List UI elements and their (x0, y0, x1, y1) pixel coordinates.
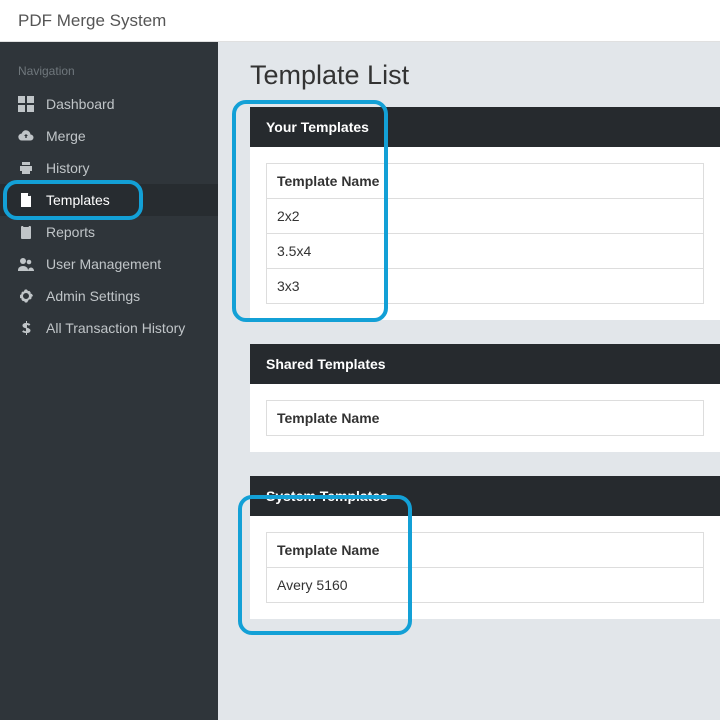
dollar-icon (18, 320, 34, 336)
col-header: Template Name (267, 401, 704, 436)
topbar: PDF Merge System (0, 0, 720, 42)
template-name: 3x3 (267, 269, 704, 304)
sidebar-item-label: History (46, 160, 90, 176)
template-name: 2x2 (267, 199, 704, 234)
panel-body: Template Name Avery 5160 (250, 516, 720, 619)
sidebar-item-label: Templates (46, 192, 110, 208)
system-templates-table: Template Name Avery 5160 (266, 532, 704, 603)
sidebar-item-label: Reports (46, 224, 95, 240)
dashboard-icon (18, 96, 34, 112)
panel-system-templates: System Templates Template Name Avery 516… (250, 476, 720, 619)
panel-header: Your Templates (250, 107, 720, 147)
table-row[interactable]: Avery 5160 (267, 568, 704, 603)
sidebar-item-label: Dashboard (46, 96, 115, 112)
your-templates-table: Template Name 2x2 3.5x4 3x3 (266, 163, 704, 304)
sidebar-item-dashboard[interactable]: Dashboard (0, 88, 218, 120)
panel-header: System Templates (250, 476, 720, 516)
panel-body: Template Name 2x2 3.5x4 3x3 (250, 147, 720, 320)
sidebar-item-merge[interactable]: Merge (0, 120, 218, 152)
app-title: PDF Merge System (18, 11, 166, 31)
sidebar: Navigation Dashboard Merge History Templ… (0, 42, 218, 720)
body: Navigation Dashboard Merge History Templ… (0, 42, 720, 720)
sidebar-item-label: All Transaction History (46, 320, 185, 336)
main-content: Template List Your Templates Template Na… (218, 42, 720, 720)
file-icon (18, 192, 34, 208)
template-name: Avery 5160 (267, 568, 704, 603)
cloud-upload-icon (18, 128, 34, 144)
shared-templates-table: Template Name (266, 400, 704, 436)
sidebar-item-label: Admin Settings (46, 288, 140, 304)
clipboard-icon (18, 224, 34, 240)
gear-icon (18, 288, 34, 304)
panel-body: Template Name (250, 384, 720, 452)
sidebar-item-history[interactable]: History (0, 152, 218, 184)
panel-your-templates: Your Templates Template Name 2x2 3.5x4 3… (250, 107, 720, 320)
table-row[interactable]: 2x2 (267, 199, 704, 234)
col-header: Template Name (267, 533, 704, 568)
table-row[interactable]: 3x3 (267, 269, 704, 304)
page-title: Template List (250, 60, 720, 91)
nav-heading: Navigation (0, 60, 218, 88)
sidebar-item-users[interactable]: User Management (0, 248, 218, 280)
table-row[interactable]: 3.5x4 (267, 234, 704, 269)
print-icon (18, 160, 34, 176)
sidebar-item-transactions[interactable]: All Transaction History (0, 312, 218, 344)
template-name: 3.5x4 (267, 234, 704, 269)
sidebar-item-label: User Management (46, 256, 161, 272)
panel-shared-templates: Shared Templates Template Name (250, 344, 720, 452)
col-header: Template Name (267, 164, 704, 199)
sidebar-item-admin[interactable]: Admin Settings (0, 280, 218, 312)
users-icon (18, 256, 34, 272)
panel-header: Shared Templates (250, 344, 720, 384)
sidebar-item-reports[interactable]: Reports (0, 216, 218, 248)
sidebar-item-label: Merge (46, 128, 86, 144)
sidebar-item-templates[interactable]: Templates (0, 184, 218, 216)
